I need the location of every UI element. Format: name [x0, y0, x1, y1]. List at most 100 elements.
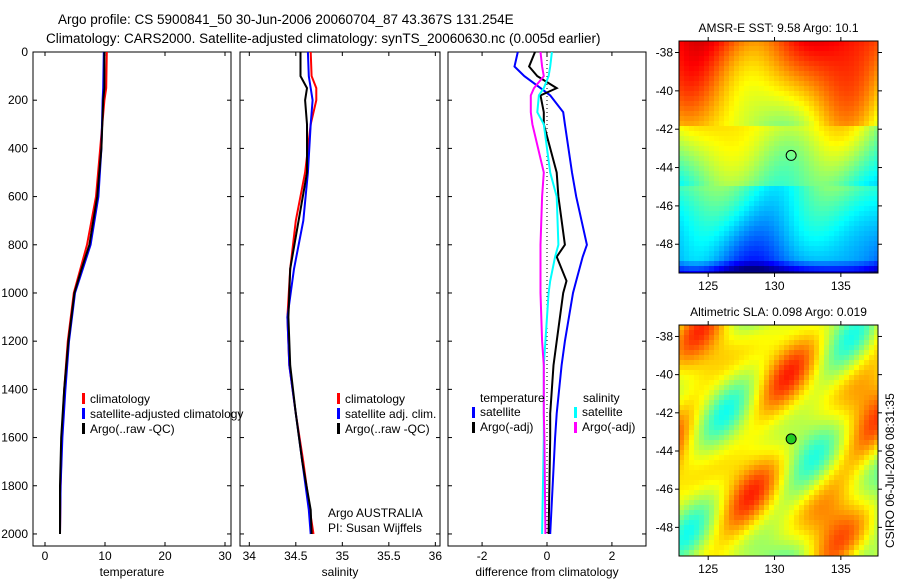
map-cell [739, 156, 744, 161]
map-cell [709, 345, 714, 350]
map-cell [859, 510, 864, 515]
map-cell [714, 510, 719, 515]
map-cell [789, 166, 794, 171]
map-cell [814, 540, 819, 545]
map-cell [754, 246, 759, 251]
map-cell [679, 435, 684, 440]
map-cell [854, 530, 859, 535]
map-cell [744, 435, 749, 440]
map-cell [844, 445, 849, 450]
map-cell [759, 271, 764, 273]
map-cell [869, 186, 874, 191]
map-cell [764, 141, 769, 146]
map-cell [754, 186, 759, 191]
map-cell [814, 355, 819, 360]
map-cell [844, 216, 849, 221]
map-cell [819, 116, 824, 121]
map-cell [764, 545, 769, 550]
map-cell [684, 101, 689, 106]
map-cell [699, 435, 704, 440]
y-tick-label: 400 [8, 141, 28, 155]
map-cell [724, 535, 729, 540]
map-cell [774, 540, 779, 545]
map-cell [749, 56, 754, 61]
map-cell [704, 415, 709, 420]
map-cell [809, 191, 814, 196]
map-cell [844, 395, 849, 400]
map-cell [844, 121, 849, 126]
map-cell [849, 111, 854, 116]
map-cell [749, 395, 754, 400]
map-cell [759, 171, 764, 176]
map-cell [699, 340, 704, 345]
map-cell [794, 111, 799, 116]
map-cell [709, 520, 714, 525]
map-cell [839, 505, 844, 510]
salinity-panel: 34 34.5 35 35.5 36salinityclimatologysatelli… [239, 51, 442, 579]
map-cell [869, 176, 874, 181]
map-cell [854, 335, 859, 340]
map-cell [859, 51, 864, 56]
map-cell [744, 131, 749, 136]
map-cell [854, 325, 859, 330]
map-cell [744, 545, 749, 550]
map-cell [789, 226, 794, 231]
map-cell [794, 475, 799, 480]
map-cell [679, 96, 684, 101]
map-cell [869, 246, 874, 251]
map-cell [769, 415, 774, 420]
map-cell [679, 166, 684, 171]
map-cell [874, 415, 878, 420]
map-cell [699, 206, 704, 211]
map-cell [714, 41, 719, 46]
map-cell [709, 71, 714, 76]
map-cell [739, 540, 744, 545]
map-cell [814, 106, 819, 111]
map-cell [824, 131, 829, 136]
map-cell [774, 71, 779, 76]
map-cell [859, 226, 864, 231]
map-cell [844, 186, 849, 191]
map-cell [694, 530, 699, 535]
map-cell [839, 206, 844, 211]
x-tick-label: 35 [336, 549, 350, 563]
map-cell [704, 86, 709, 91]
map-cell [809, 370, 814, 375]
map-cell [739, 176, 744, 181]
map-cell [684, 271, 689, 273]
map-cell [789, 221, 794, 226]
map-cell [869, 106, 874, 111]
map-cell [869, 370, 874, 375]
map-cell [694, 380, 699, 385]
map-cell [839, 485, 844, 490]
map-cell [779, 71, 784, 76]
map-cell [724, 470, 729, 475]
map-cell [769, 256, 774, 261]
map-cell [684, 126, 689, 131]
map-cell [684, 221, 689, 226]
map-cell [699, 360, 704, 365]
map-cell [754, 390, 759, 395]
map-cell [694, 81, 699, 86]
map-cell [864, 231, 869, 236]
map-cell [769, 76, 774, 81]
map-cell [844, 545, 849, 550]
map-cell [719, 405, 724, 410]
map-cell [779, 91, 784, 96]
legend-label: satellite [582, 405, 623, 419]
map-cell [874, 96, 878, 101]
map-cell [749, 166, 754, 171]
map-cell [704, 61, 709, 66]
map-cell [694, 460, 699, 465]
map-cell [824, 76, 829, 81]
map-cell [739, 520, 744, 525]
map-cell [709, 395, 714, 400]
x-axis-label: difference from climatology [475, 565, 618, 579]
map-cell [719, 56, 724, 61]
map-cell [749, 146, 754, 151]
map-cell [849, 256, 854, 261]
map-cell [854, 261, 859, 266]
map-cell [809, 101, 814, 106]
map-cell [814, 405, 819, 410]
map-cell [849, 251, 854, 256]
